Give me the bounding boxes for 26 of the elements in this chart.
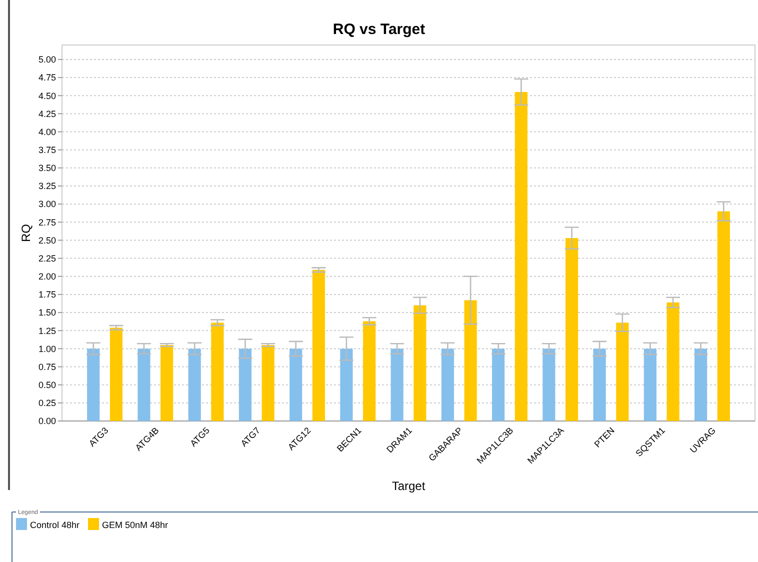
y-tick-label: 0.75	[38, 362, 56, 372]
y-tick-label: 2.50	[38, 235, 56, 246]
chart-title: RQ vs Target	[332, 21, 426, 38]
y-tick-label: 1.75	[38, 290, 56, 300]
y-axis-title: RQ	[19, 224, 33, 242]
y-tick-label: 1.50	[38, 308, 56, 318]
y-tick-label: 0.50	[38, 380, 56, 390]
y-tick-label: 4.50	[38, 90, 56, 101]
y-tick-label: 4.00	[38, 126, 56, 137]
legend-label: Control 48hr	[30, 520, 80, 530]
y-tick-label: 0.25	[38, 398, 56, 408]
y-tick-label: 2.00	[38, 272, 56, 282]
y-tick-label: 3.25	[38, 181, 56, 192]
y-tick-label: 0.00	[38, 416, 56, 426]
x-axis-title: Target	[392, 479, 426, 493]
y-tick-label: 3.75	[38, 144, 56, 155]
y-tick-label: 5.00	[38, 54, 56, 65]
legend-label: GEM 50nM 48hr	[102, 520, 168, 530]
y-tick-label: 3.00	[38, 199, 56, 210]
y-tick-label: 1.00	[38, 344, 56, 354]
y-tick-label: 1.25	[38, 326, 56, 336]
y-tick-label: 4.75	[38, 72, 56, 83]
y-tick-label: 2.75	[38, 217, 56, 228]
y-tick-label: 3.50	[38, 163, 56, 174]
y-tick-label: 2.25	[38, 253, 56, 264]
y-tick-label: 4.25	[38, 108, 56, 119]
